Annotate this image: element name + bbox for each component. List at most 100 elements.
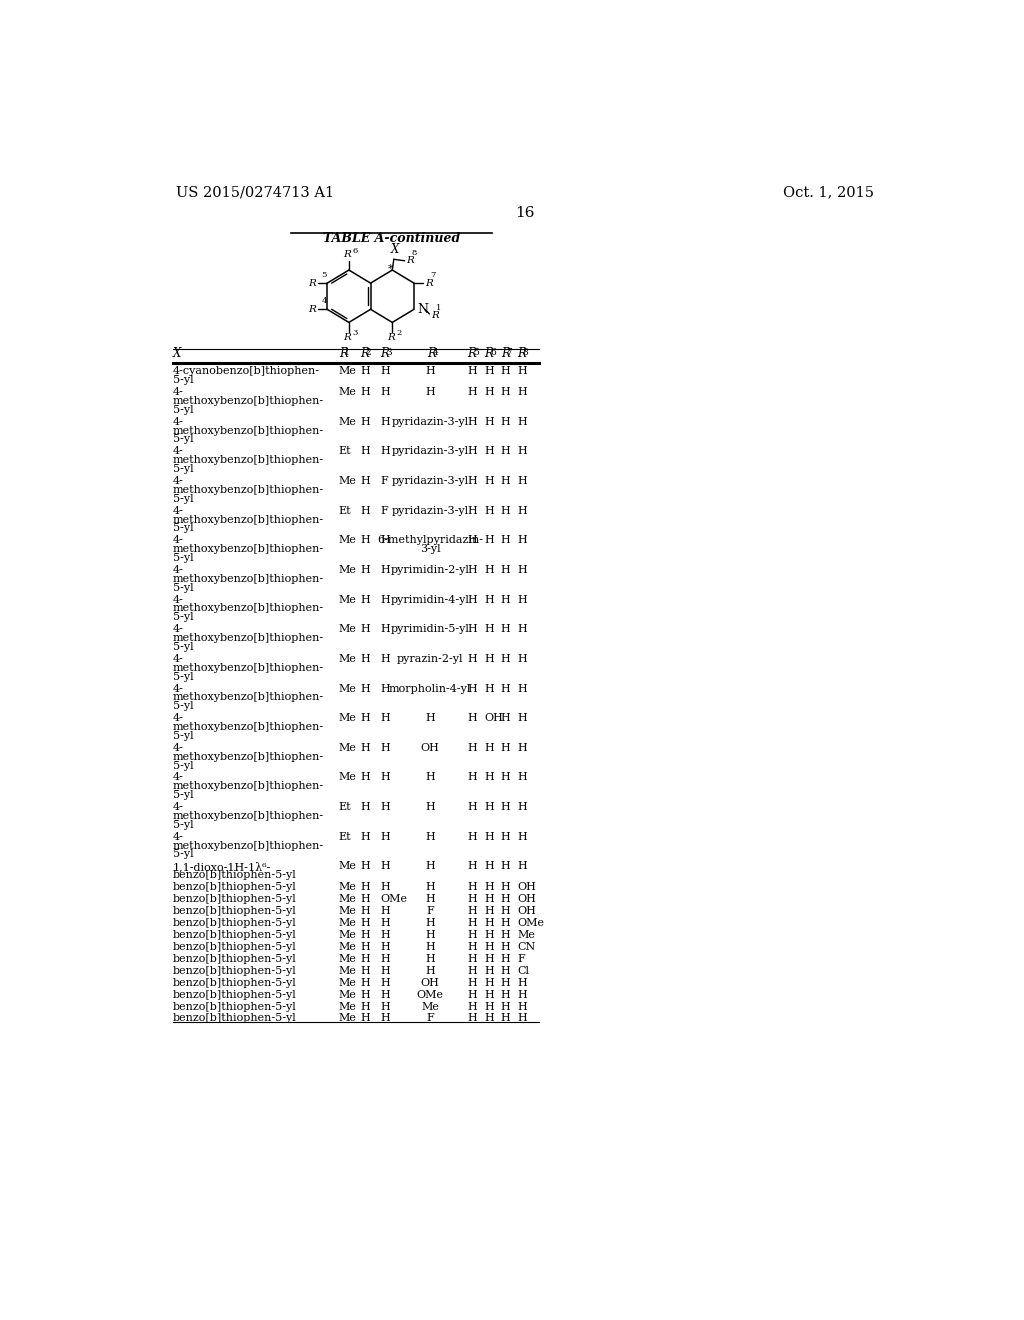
Text: 4-: 4- xyxy=(173,387,184,397)
Text: R: R xyxy=(484,347,494,360)
Text: 5-yl: 5-yl xyxy=(173,791,194,800)
Text: H: H xyxy=(425,772,435,783)
Text: H: H xyxy=(501,954,511,964)
Text: R: R xyxy=(308,279,316,288)
Text: H: H xyxy=(467,929,477,940)
Text: R: R xyxy=(339,347,348,360)
Text: methoxybenzo[b]thiophen-: methoxybenzo[b]thiophen- xyxy=(173,574,324,583)
Text: benzo[b]thiophen-5-yl: benzo[b]thiophen-5-yl xyxy=(173,894,297,904)
Text: R: R xyxy=(425,279,433,288)
Text: Me: Me xyxy=(339,942,356,952)
Text: H: H xyxy=(425,803,435,812)
Text: H: H xyxy=(484,446,495,457)
Text: 5-yl: 5-yl xyxy=(173,642,194,652)
Text: H: H xyxy=(501,990,511,999)
Text: H: H xyxy=(381,417,390,426)
Text: Et: Et xyxy=(339,506,351,516)
Text: 4-: 4- xyxy=(173,832,184,842)
Text: 5-yl: 5-yl xyxy=(173,524,194,533)
Text: H: H xyxy=(360,477,371,486)
Text: 2: 2 xyxy=(396,330,401,338)
Text: H: H xyxy=(381,743,390,752)
Text: H: H xyxy=(484,624,495,634)
Text: H: H xyxy=(425,387,435,397)
Text: pyridazin-3-yl: pyridazin-3-yl xyxy=(392,417,469,426)
Text: H: H xyxy=(467,743,477,752)
Text: 5-yl: 5-yl xyxy=(173,582,194,593)
Text: H: H xyxy=(484,684,495,693)
Text: H: H xyxy=(517,803,526,812)
Text: H: H xyxy=(484,477,495,486)
Text: 8: 8 xyxy=(522,348,528,358)
Text: H: H xyxy=(381,367,390,376)
Text: H: H xyxy=(467,477,477,486)
Text: methoxybenzo[b]thiophen-: methoxybenzo[b]thiophen- xyxy=(173,396,324,407)
Text: H: H xyxy=(381,594,390,605)
Text: H: H xyxy=(467,942,477,952)
Text: benzo[b]thiophen-5-yl: benzo[b]thiophen-5-yl xyxy=(173,990,297,999)
Text: 4-: 4- xyxy=(173,772,184,783)
Text: OH: OH xyxy=(421,743,439,752)
Text: OMe: OMe xyxy=(417,990,443,999)
Text: 5-yl: 5-yl xyxy=(173,375,194,385)
Text: H: H xyxy=(360,624,371,634)
Text: methoxybenzo[b]thiophen-: methoxybenzo[b]thiophen- xyxy=(173,425,324,436)
Text: methoxybenzo[b]thiophen-: methoxybenzo[b]thiophen- xyxy=(173,455,324,465)
Text: H: H xyxy=(501,446,511,457)
Text: 4-: 4- xyxy=(173,536,184,545)
Text: US 2015/0274713 A1: US 2015/0274713 A1 xyxy=(176,185,334,199)
Text: Me: Me xyxy=(339,966,356,975)
Text: H: H xyxy=(425,954,435,964)
Text: H: H xyxy=(467,417,477,426)
Text: H: H xyxy=(501,966,511,975)
Text: methoxybenzo[b]thiophen-: methoxybenzo[b]thiophen- xyxy=(173,693,324,702)
Text: H: H xyxy=(360,684,371,693)
Text: OMe: OMe xyxy=(517,917,544,928)
Text: H: H xyxy=(381,832,390,842)
Text: H: H xyxy=(501,832,511,842)
Text: pyridazin-3-yl: pyridazin-3-yl xyxy=(392,446,469,457)
Text: Me: Me xyxy=(339,684,356,693)
Text: H: H xyxy=(501,387,511,397)
Text: H: H xyxy=(484,882,495,892)
Text: H: H xyxy=(501,743,511,752)
Text: H: H xyxy=(501,367,511,376)
Text: H: H xyxy=(360,954,371,964)
Text: H: H xyxy=(381,966,390,975)
Text: H: H xyxy=(467,966,477,975)
Text: H: H xyxy=(467,536,477,545)
Text: 4-: 4- xyxy=(173,446,184,457)
Text: H: H xyxy=(381,917,390,928)
Text: pyrimidin-5-yl: pyrimidin-5-yl xyxy=(391,624,470,634)
Text: H: H xyxy=(467,387,477,397)
Text: H: H xyxy=(517,743,526,752)
Text: 5: 5 xyxy=(322,272,327,280)
Text: H: H xyxy=(360,594,371,605)
Text: H: H xyxy=(484,536,495,545)
Text: H: H xyxy=(360,966,371,975)
Text: H: H xyxy=(360,929,371,940)
Text: 1,1-dioxo-1H-1λ⁶-: 1,1-dioxo-1H-1λ⁶- xyxy=(173,862,271,873)
Text: H: H xyxy=(517,653,526,664)
Text: R: R xyxy=(407,256,414,265)
Text: H: H xyxy=(381,772,390,783)
Text: benzo[b]thiophen-5-yl: benzo[b]thiophen-5-yl xyxy=(173,870,297,880)
Text: methoxybenzo[b]thiophen-: methoxybenzo[b]thiophen- xyxy=(173,810,324,821)
Text: OMe: OMe xyxy=(381,894,408,904)
Text: benzo[b]thiophen-5-yl: benzo[b]thiophen-5-yl xyxy=(173,882,297,892)
Text: H: H xyxy=(425,367,435,376)
Text: X: X xyxy=(173,347,181,360)
Text: 5-yl: 5-yl xyxy=(173,760,194,771)
Text: 3-yl: 3-yl xyxy=(420,544,440,554)
Text: 1: 1 xyxy=(436,304,441,312)
Text: 5-yl: 5-yl xyxy=(173,553,194,564)
Text: Me: Me xyxy=(339,536,356,545)
Text: F: F xyxy=(381,477,388,486)
Text: methoxybenzo[b]thiophen-: methoxybenzo[b]thiophen- xyxy=(173,544,324,554)
Text: pyridazin-3-yl: pyridazin-3-yl xyxy=(392,506,469,516)
Text: 3: 3 xyxy=(386,348,392,358)
Text: H: H xyxy=(501,1002,511,1011)
Text: H: H xyxy=(467,565,477,576)
Text: H: H xyxy=(484,929,495,940)
Text: R: R xyxy=(308,305,316,314)
